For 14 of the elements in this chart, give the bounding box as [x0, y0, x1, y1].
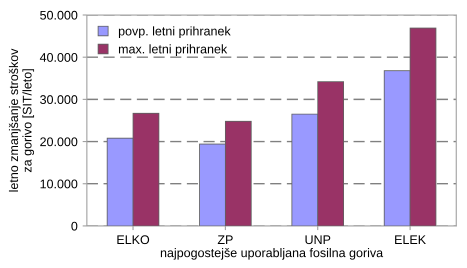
legend-label: povp. letni prihranek: [118, 26, 231, 38]
x-tick-label: ELKO: [117, 235, 150, 244]
y-tick-label: 0: [71, 222, 78, 231]
y-tick-label: 40.000: [40, 52, 78, 62]
legend-label: max. letni prihranek: [118, 44, 228, 56]
y-tick-label: 50.000: [40, 10, 78, 20]
x-tick-label: ELEK: [395, 235, 426, 244]
x-tick-label: ZP: [218, 235, 233, 244]
y-tick-label: 30.000: [40, 95, 78, 104]
y-tick-label: 20.000: [40, 137, 78, 146]
y-tick-label: 10.000: [40, 180, 78, 188]
x-axis-title: najpogostejše uporabljana fosilna goriva: [160, 248, 384, 260]
x-tick-label: UNP: [306, 235, 330, 244]
y-axis-title: letno zmanjšanje stroškov za gorivo [SIT/leto]: [8, 48, 34, 192]
